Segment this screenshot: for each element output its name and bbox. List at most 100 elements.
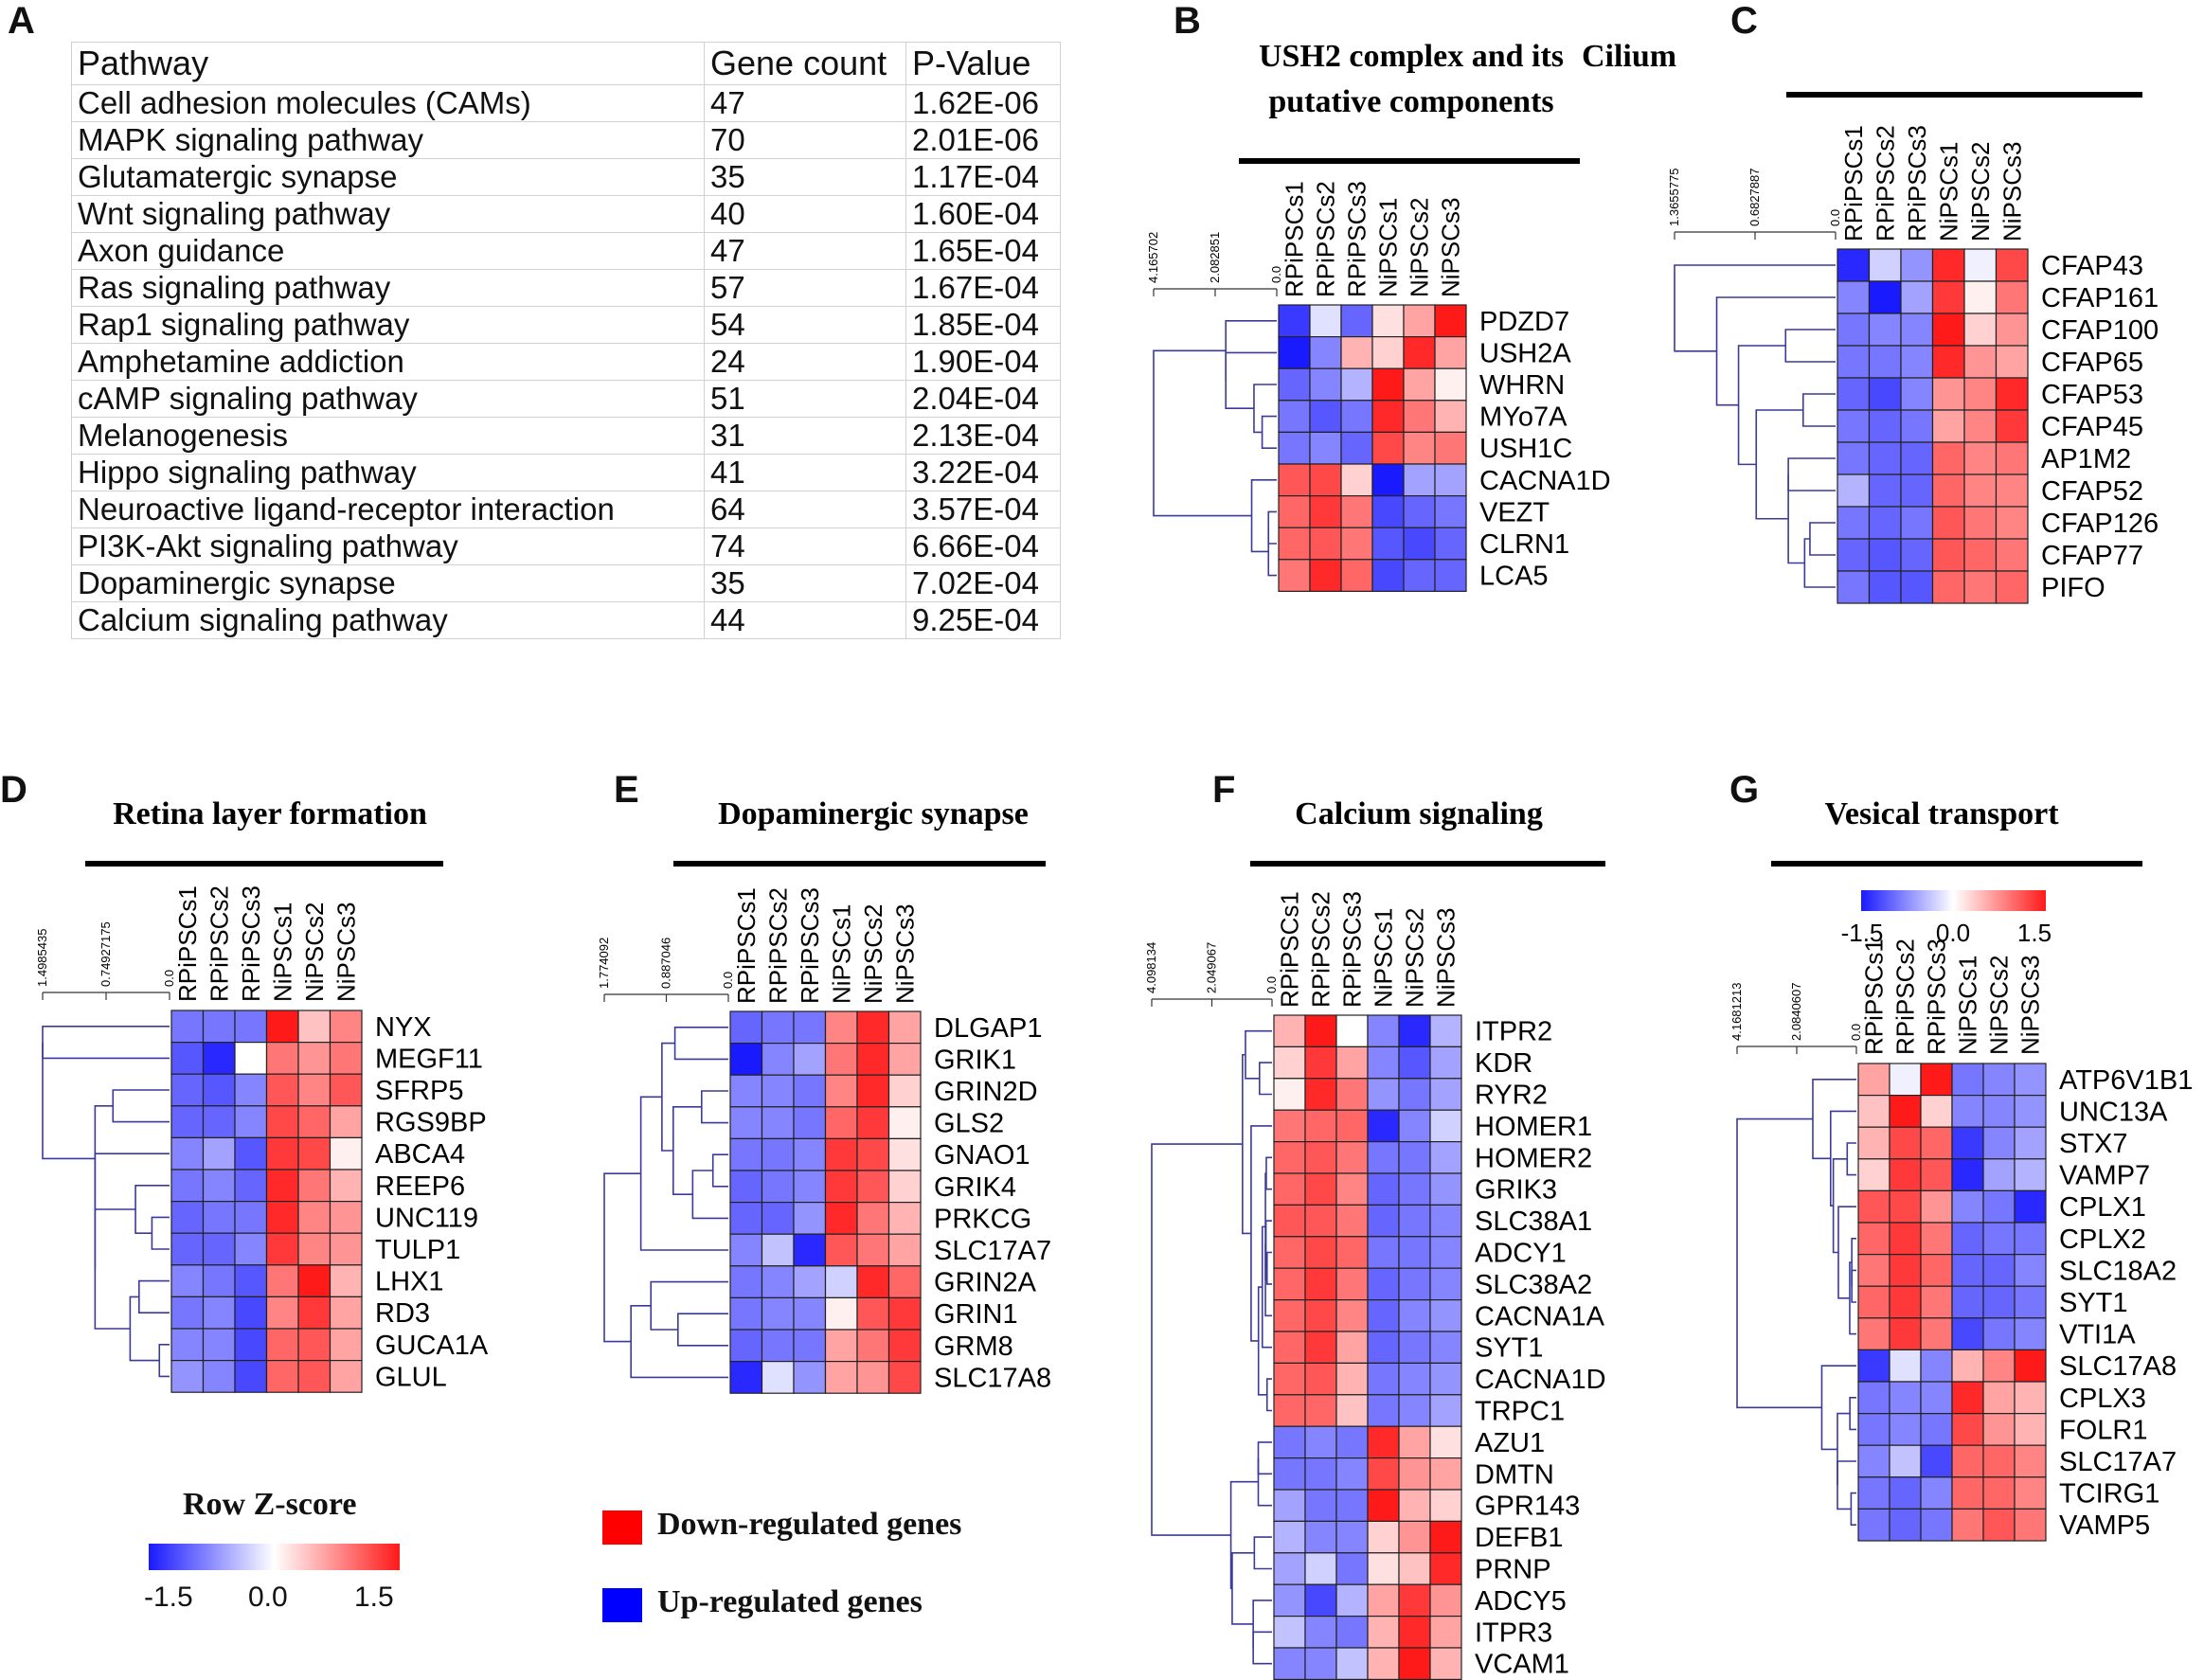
pathway-cell: Glutamatergic synapse <box>71 158 705 196</box>
heatmap-cell <box>1931 409 1965 443</box>
heatmap-cell <box>1403 463 1436 497</box>
row-label: VAMP5 <box>2059 1510 2150 1541</box>
heatmap-cell <box>1335 1109 1369 1143</box>
row-label: USH2A <box>1479 338 1571 368</box>
heatmap-cell <box>202 1073 236 1107</box>
heatmap-cell <box>1335 1298 1369 1332</box>
dendrogram-tick-label: 0.74927175 <box>99 921 113 987</box>
heatmap-cell <box>2014 1222 2047 1256</box>
heatmap-cell <box>1995 441 2029 475</box>
heatmap-cell <box>887 1265 922 1299</box>
heatmap-cell <box>1340 494 1373 528</box>
dendrogram-branch <box>134 1185 170 1234</box>
heatmap-cell <box>297 1328 331 1362</box>
heatmap-cell <box>1837 538 1871 572</box>
row-label: CFAP77 <box>2041 541 2143 571</box>
dendrogram-branch <box>677 1313 728 1347</box>
header-p-value: P-Value <box>905 42 1061 85</box>
gene-count-cell: 70 <box>704 121 906 159</box>
dendrogram-branch <box>1787 474 1805 564</box>
heatmap-cell <box>1434 463 1467 497</box>
heatmap-cell <box>824 1201 858 1235</box>
heatmap-cell <box>1371 463 1405 497</box>
heatmap-cell <box>297 1264 331 1298</box>
heatmap-cell <box>1371 336 1405 369</box>
table-row: PI3K-Akt signaling pathway 74 6.66E-04 <box>71 527 1061 565</box>
heatmap-cell <box>170 1328 205 1362</box>
row-label: VTI1A <box>2059 1320 2136 1350</box>
heatmap-cell <box>1434 431 1467 465</box>
row-label: PRNP <box>1475 1555 1551 1585</box>
heatmap-cell <box>1398 1583 1431 1617</box>
heatmap-cell <box>234 1296 268 1330</box>
row-label: PRKCG <box>934 1204 1031 1234</box>
heatmap-cell <box>1398 1425 1431 1459</box>
dendrogram-branch <box>1229 1480 1259 1590</box>
table-row: Amphetamine addiction 24 1.90E-04 <box>71 343 1061 381</box>
heatmap-cell <box>202 1105 236 1139</box>
heatmap-cell <box>1889 1476 1922 1510</box>
heatmap-cell <box>1951 1094 1984 1128</box>
heatmap-cell <box>1837 441 1871 475</box>
dendrogram-branch <box>1837 1460 1856 1510</box>
dendrogram-branch <box>1812 1079 1856 1160</box>
heatmap-cell <box>1868 409 1902 443</box>
heatmap-cell <box>1335 1046 1369 1080</box>
column-label: NiPSCs1 <box>1934 142 1962 241</box>
dendrogram-branch <box>94 1105 114 1212</box>
heatmap-cell <box>1273 1140 1306 1174</box>
heatmap-cell <box>856 1329 890 1363</box>
zscore-legend-title: Row Z-score <box>183 1487 357 1522</box>
heatmap-cell <box>2014 1189 2047 1224</box>
heatmap-cell <box>1837 377 1871 411</box>
heatmap-cell <box>1340 431 1373 465</box>
pathway-cell: Axon guidance <box>71 232 705 270</box>
dendrogram-tick-label: 4.1681213 <box>1729 983 1744 1041</box>
heatmap-cell <box>824 1329 858 1363</box>
row-label: CFAP45 <box>2041 412 2143 442</box>
heatmap-cell <box>202 1041 236 1075</box>
heatmap-cell <box>1963 280 1998 314</box>
column-label: RPiPSCs1 <box>1281 181 1309 297</box>
dendrogram-branch <box>42 1042 96 1160</box>
heatmap-cell <box>1278 527 1311 561</box>
heatmap-cell <box>1868 313 1902 347</box>
row-label: SLC18A2 <box>2059 1256 2177 1286</box>
heatmap-cell <box>202 1328 236 1362</box>
heatmap-cell <box>1889 1317 1922 1351</box>
heatmap-cell <box>1398 1362 1431 1396</box>
heatmap-cell <box>761 1360 795 1394</box>
table-row: Dopaminergic synapse 35 7.02E-04 <box>71 564 1061 602</box>
heatmap-cell <box>1367 1520 1400 1554</box>
dendrogram-branch <box>1250 479 1277 553</box>
dendrogram-branch <box>129 1296 160 1362</box>
heatmap-cell <box>1920 1476 1953 1510</box>
heatmap-cell <box>1931 538 1965 572</box>
heatmap-cell <box>1963 474 1998 508</box>
heatmap-cell <box>1995 345 2029 379</box>
heatmap-cell <box>1340 304 1373 338</box>
column-label: RPiPSCs1 <box>1839 125 1868 241</box>
heatmap-cell <box>265 1105 299 1139</box>
heatmap-cell <box>887 1170 922 1204</box>
heatmap-cell <box>1304 1078 1337 1111</box>
heatmap-cell <box>1278 400 1311 433</box>
heatmap-cell <box>2014 1285 2047 1319</box>
dendrogram-branch <box>1850 1492 1856 1526</box>
heatmap-cell <box>329 1359 363 1393</box>
row-label: SLC17A7 <box>934 1236 1051 1266</box>
pathway-cell: MAPK signaling pathway <box>71 121 705 159</box>
dendrogram-branch <box>1674 264 1836 352</box>
heatmap-cell <box>265 1010 299 1044</box>
heatmap-cell <box>202 1264 236 1298</box>
heatmap-cell <box>1995 538 2029 572</box>
table-row: Ras signaling pathway 57 1.67E-04 <box>71 269 1061 307</box>
dendrogram-branch <box>1737 345 1786 466</box>
row-label: CFAP161 <box>2041 283 2159 313</box>
heatmap-cell <box>1278 494 1311 528</box>
heatmap-cell <box>729 1042 763 1076</box>
heatmap-cell <box>761 1265 795 1299</box>
heatmap-cell <box>1367 1647 1400 1680</box>
row-label: VCAM1 <box>1475 1650 1569 1680</box>
heatmap-cell <box>1995 570 2029 604</box>
